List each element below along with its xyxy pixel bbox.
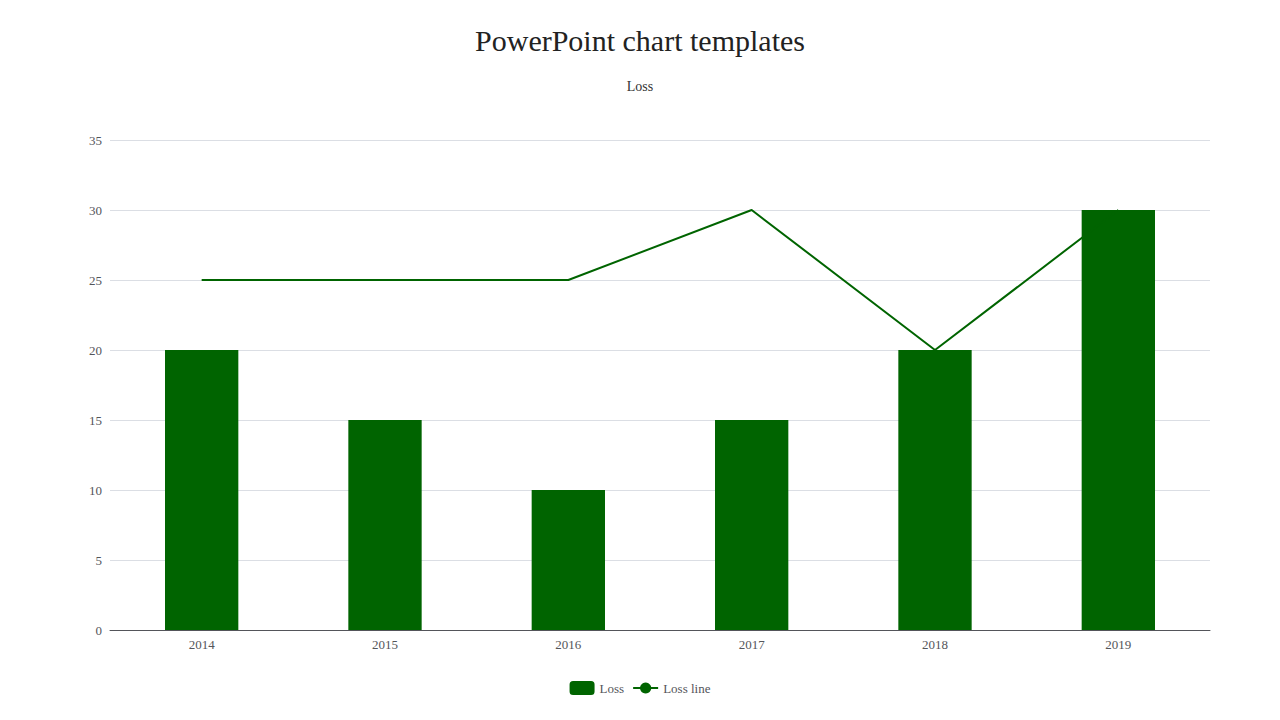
svg-text:2015: 2015: [372, 637, 398, 652]
svg-text:2016: 2016: [555, 637, 582, 652]
svg-text:Loss line: Loss line: [663, 681, 711, 696]
svg-text:Loss: Loss: [600, 681, 625, 696]
svg-text:0: 0: [96, 623, 103, 638]
svg-text:30: 30: [89, 203, 102, 218]
svg-text:35: 35: [89, 133, 102, 148]
svg-text:15: 15: [89, 413, 102, 428]
svg-text:PowerPoint chart templates: PowerPoint chart templates: [475, 24, 805, 57]
svg-text:20: 20: [89, 343, 102, 358]
svg-text:2019: 2019: [1105, 637, 1131, 652]
svg-text:25: 25: [89, 273, 102, 288]
svg-text:5: 5: [96, 553, 103, 568]
svg-text:2018: 2018: [922, 637, 948, 652]
svg-text:2017: 2017: [739, 637, 766, 652]
svg-text:10: 10: [89, 483, 102, 498]
svg-text:2014: 2014: [189, 637, 216, 652]
svg-text:Loss: Loss: [627, 79, 653, 94]
